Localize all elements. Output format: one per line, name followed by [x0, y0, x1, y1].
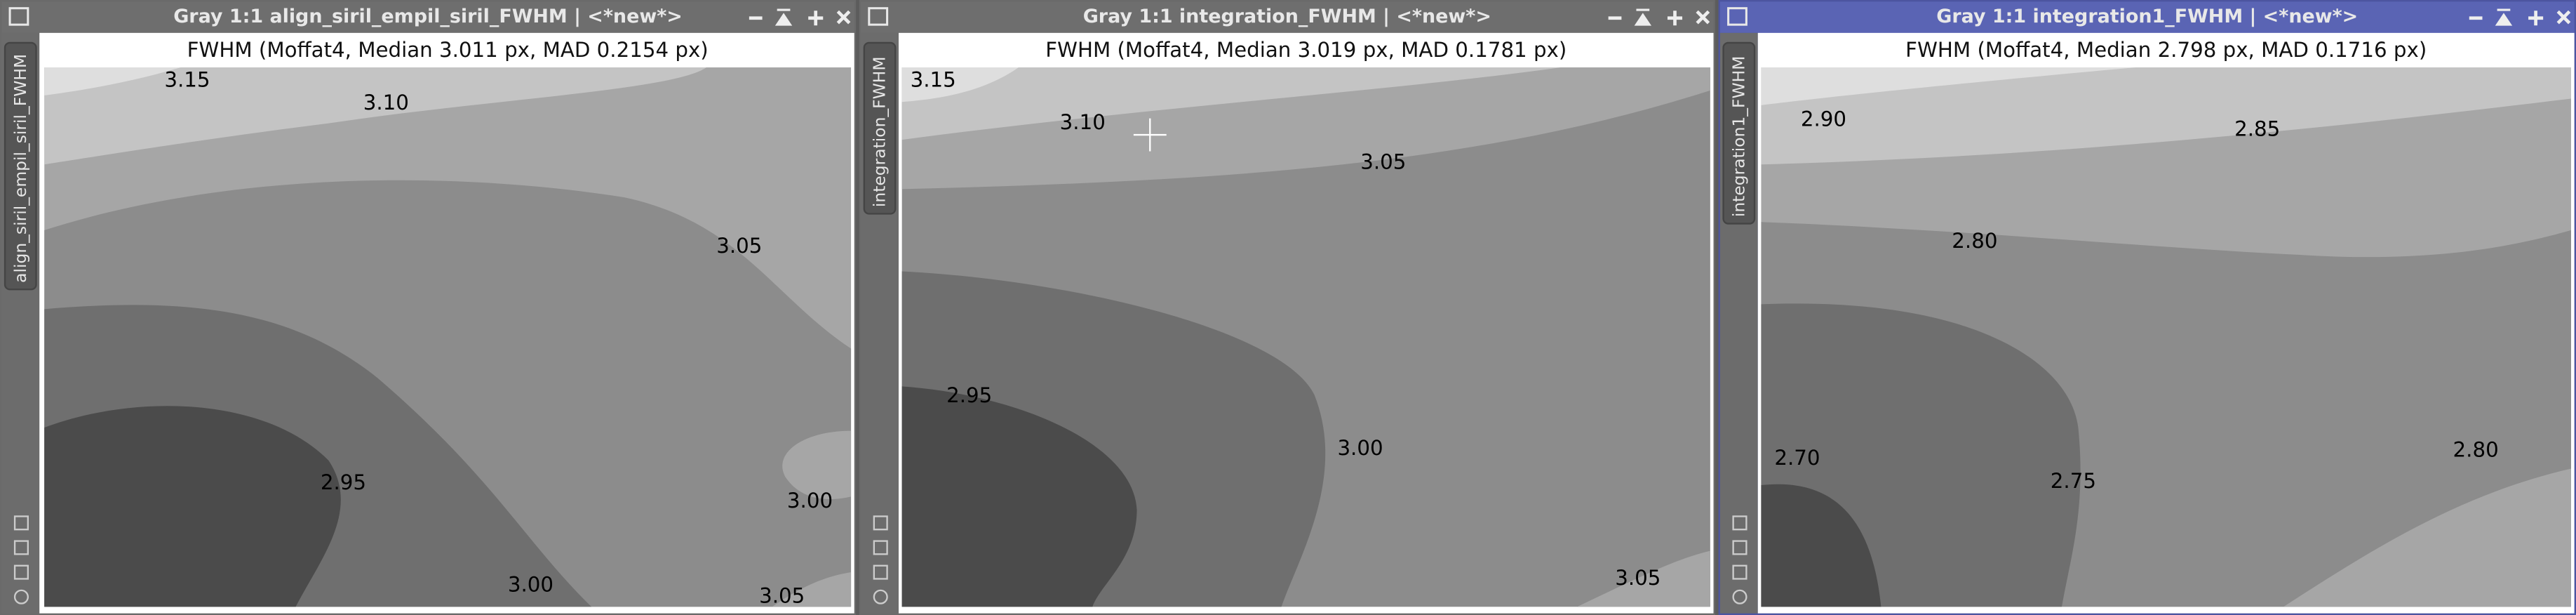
- side-tool-icon[interactable]: [1732, 564, 1747, 580]
- plot-title: FWHM (Moffat4, Median 3.019 px, MAD 0.17…: [1045, 38, 1567, 62]
- contour-label: 3.00: [1337, 436, 1383, 460]
- window-title: Gray 1:1 integration1_FWHM | <*new*>: [1936, 6, 2358, 27]
- side-tool-icon[interactable]: [873, 589, 888, 604]
- window: Gray 1:1 align_siril_empil_siril_FWHM | …: [0, 0, 857, 615]
- maximize-button[interactable]: [1667, 11, 1683, 26]
- contour-label: 2.75: [2051, 469, 2096, 493]
- contour-label: 3.10: [1060, 110, 1106, 134]
- contour-region: [2283, 468, 2571, 607]
- contour-label: 3.05: [1615, 566, 1661, 590]
- close-button[interactable]: [2556, 10, 2571, 25]
- window-title: Gray 1:1 align_siril_empil_siril_FWHM | …: [173, 6, 683, 27]
- shade-button[interactable]: [1634, 8, 1652, 26]
- shade-button[interactable]: [774, 8, 793, 26]
- contour-region: [1761, 484, 1881, 607]
- contour-label: 3.05: [759, 584, 805, 608]
- cursor-crosshair: [1133, 118, 1167, 152]
- contour-label: 2.85: [2234, 117, 2280, 141]
- side-tool-icon[interactable]: [873, 540, 888, 555]
- close-button[interactable]: [836, 10, 851, 25]
- contour-region: [44, 67, 706, 165]
- contour-label: 2.70: [1774, 446, 1820, 470]
- side-tool-icon[interactable]: [1732, 540, 1747, 555]
- side-tool-icon[interactable]: [13, 589, 29, 604]
- view-tab-label[interactable]: align_siril_empil_siril_FWHM: [11, 54, 30, 283]
- side-tool-icon[interactable]: [873, 515, 888, 531]
- side-tool-icon[interactable]: [1732, 515, 1747, 531]
- window-icon[interactable]: [868, 7, 889, 26]
- contour-label: 3.15: [164, 67, 210, 91]
- plot-title: FWHM (Moffat4, Median 2.798 px, MAD 0.17…: [1905, 38, 2427, 62]
- side-tool-icon[interactable]: [873, 564, 888, 580]
- view-tab-label[interactable]: integration1_FWHM: [1729, 56, 1749, 218]
- contour-region: [44, 67, 181, 95]
- contour-region: [1761, 67, 2136, 105]
- plot-title: FWHM (Moffat4, Median 3.011 px, MAD 0.21…: [187, 38, 709, 62]
- contour-region: [1761, 67, 2571, 165]
- contour-label: 2.80: [1952, 229, 1997, 253]
- side-tool-icon[interactable]: [13, 540, 29, 555]
- window-icon[interactable]: [1727, 7, 1747, 26]
- contour-region: [1577, 550, 1710, 607]
- side-tool-icon[interactable]: [13, 564, 29, 580]
- contour-region: [782, 430, 852, 500]
- close-button[interactable]: [1696, 10, 1710, 25]
- shade-button[interactable]: [2495, 8, 2513, 26]
- contour-label: 2.80: [2453, 437, 2499, 461]
- contour-region: [901, 67, 1561, 140]
- contour-label: 3.05: [1360, 150, 1406, 173]
- contour-region: [772, 572, 852, 607]
- contour-label: 2.90: [1801, 107, 1846, 131]
- contour-region: [901, 67, 1019, 102]
- contour-label: 3.10: [363, 91, 409, 114]
- contour-region: [44, 406, 341, 607]
- maximize-button[interactable]: [808, 11, 824, 26]
- view-tab[interactable]: [863, 41, 897, 215]
- view-tab[interactable]: [4, 41, 37, 291]
- side-tool-icon[interactable]: [1732, 589, 1747, 604]
- title-bar: [861, 1, 1714, 33]
- contour-label: 2.95: [321, 470, 366, 494]
- contour-label: 2.95: [946, 383, 992, 407]
- title-bar: [1719, 1, 2575, 33]
- contour-region: [901, 386, 1137, 607]
- view-tab[interactable]: [1722, 41, 1756, 225]
- window: Gray 1:1 integration_FWHM | <*new*> integ…: [859, 0, 1715, 615]
- contour-label: 3.05: [716, 234, 762, 258]
- view-tab-label[interactable]: integration_FWHM: [870, 56, 890, 207]
- contour-label: 3.00: [508, 572, 554, 596]
- window-title: Gray 1:1 integration_FWHM | <*new*>: [1083, 6, 1491, 27]
- contour-label: 3.00: [787, 489, 833, 512]
- side-tool-icon[interactable]: [13, 515, 29, 531]
- window: Gray 1:1 integration1_FWHM | <*new*> inte…: [1718, 0, 2576, 615]
- title-bar: [1, 1, 854, 33]
- contour-label: 3.15: [911, 67, 956, 91]
- maximize-button[interactable]: [2528, 11, 2544, 26]
- window-icon[interactable]: [8, 7, 29, 26]
